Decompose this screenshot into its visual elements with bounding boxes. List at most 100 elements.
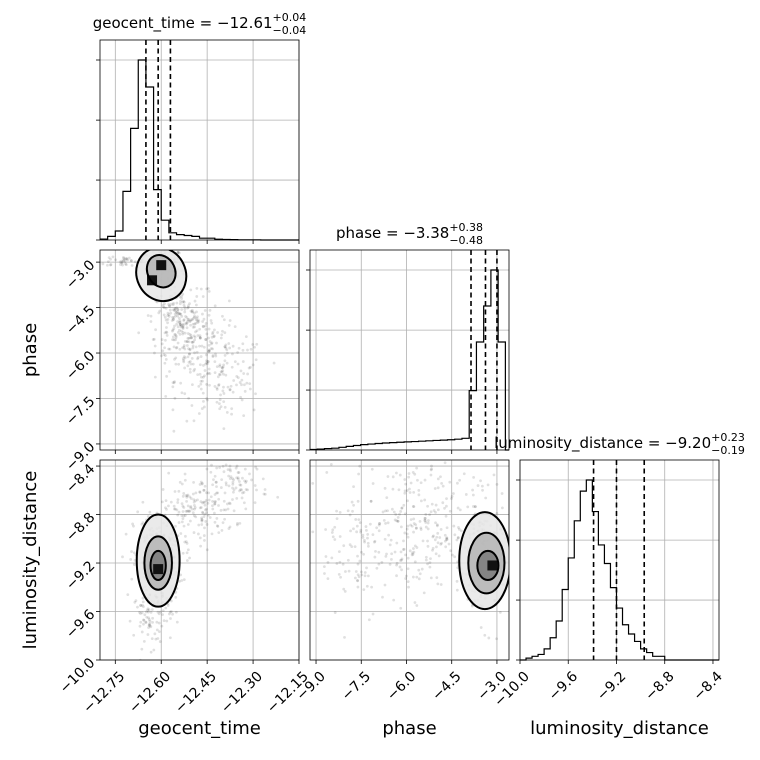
scatter-point (223, 359, 227, 363)
scatter-point (239, 483, 243, 487)
scatter-point (420, 567, 424, 571)
scatter-point (213, 360, 217, 364)
scatter-point (206, 398, 209, 402)
scatter-point (196, 356, 200, 359)
scatter-point (404, 577, 408, 580)
scatter-point (194, 499, 197, 503)
scatter-point (184, 540, 188, 544)
scatter-point (188, 352, 192, 356)
scatter-point (185, 541, 189, 545)
scatter-point (178, 321, 181, 325)
scatter-point (189, 505, 193, 508)
scatter-point (174, 596, 178, 599)
scatter-point (238, 521, 242, 525)
scatter-point (366, 574, 370, 578)
scatter-point (223, 345, 227, 349)
scatter-point (430, 464, 433, 468)
scatter-point (208, 383, 211, 387)
scatter-point (191, 346, 195, 350)
scatter-point (360, 573, 364, 577)
scatter-point (457, 527, 461, 531)
scatter-point (202, 325, 205, 329)
scatter-point (344, 570, 347, 573)
scatter-point (373, 540, 376, 544)
scatter-point (159, 245, 162, 248)
scatter-point (171, 329, 174, 333)
scatter-point (402, 547, 406, 551)
scatter-point (172, 315, 176, 319)
scatter-point (209, 495, 213, 499)
scatter-point (195, 310, 198, 314)
scatter-point (122, 256, 125, 259)
scatter-point (365, 584, 369, 588)
scatter-point (171, 385, 175, 389)
scatter-point (146, 610, 150, 614)
scatter-point (339, 575, 343, 579)
scatter-point (199, 355, 203, 358)
scatter-point (241, 360, 245, 363)
scatter-point (222, 385, 225, 389)
scatter-point (172, 301, 175, 305)
scatter-point (356, 499, 360, 503)
scatter-point (391, 487, 395, 491)
scatter-point (204, 338, 208, 341)
scatter-point (210, 532, 214, 536)
scatter-point (411, 551, 414, 555)
scatter-point (414, 526, 418, 530)
scatter-point (186, 318, 190, 321)
scatter-point (445, 526, 449, 530)
scatter-point (179, 312, 183, 316)
scatter-point (241, 491, 244, 495)
scatter-point (249, 347, 253, 351)
scatter-point (105, 263, 109, 267)
scatter-point (255, 488, 258, 492)
scatter-point (156, 610, 160, 614)
density-layer (135, 250, 509, 611)
scatter-point (445, 538, 449, 541)
scatter-point (349, 529, 352, 533)
scatter-point (220, 529, 224, 532)
scatter-point (439, 542, 443, 546)
scatter-point (244, 481, 248, 484)
scatter-point (361, 533, 365, 537)
scatter-point (377, 562, 381, 566)
scatter-point (430, 467, 433, 471)
scatter-point (198, 336, 202, 340)
scatter-point (426, 544, 430, 548)
scatter-point (219, 370, 223, 374)
scatter-point (221, 369, 225, 373)
scatter-point (448, 480, 452, 484)
scatter-point (456, 506, 460, 510)
scatter-point (232, 488, 236, 492)
scatter-point (204, 508, 207, 512)
scatter-point (165, 331, 169, 334)
scatter-point (371, 612, 375, 616)
ytick-label-phase: −7.5 (63, 394, 98, 429)
scatter-point (226, 468, 230, 472)
scatter-point (176, 331, 180, 334)
scatter-point (235, 383, 238, 387)
scatter-point (207, 367, 211, 371)
scatter-point (190, 356, 194, 360)
scatter-point (176, 501, 180, 504)
scatter-point (222, 400, 226, 404)
scatter-point (164, 606, 168, 610)
scatter-point (183, 339, 187, 343)
scatter-point (174, 346, 178, 350)
scatter-point (453, 533, 457, 537)
scatter-point (356, 554, 359, 558)
scatter-point (200, 481, 204, 485)
scatter-point (406, 499, 409, 503)
scatter-point (184, 534, 187, 538)
scatter-point (403, 491, 407, 495)
density-geocent_time-phase (135, 250, 188, 303)
scatter-point (227, 484, 231, 488)
scatter-point (206, 501, 210, 505)
scatter-point (426, 562, 429, 566)
scatter-point (192, 419, 196, 423)
scatter-point (164, 506, 167, 510)
scatter-point (132, 551, 136, 555)
scatter-point (380, 561, 384, 564)
scatter-point (346, 558, 350, 562)
scatter-point (242, 372, 246, 375)
